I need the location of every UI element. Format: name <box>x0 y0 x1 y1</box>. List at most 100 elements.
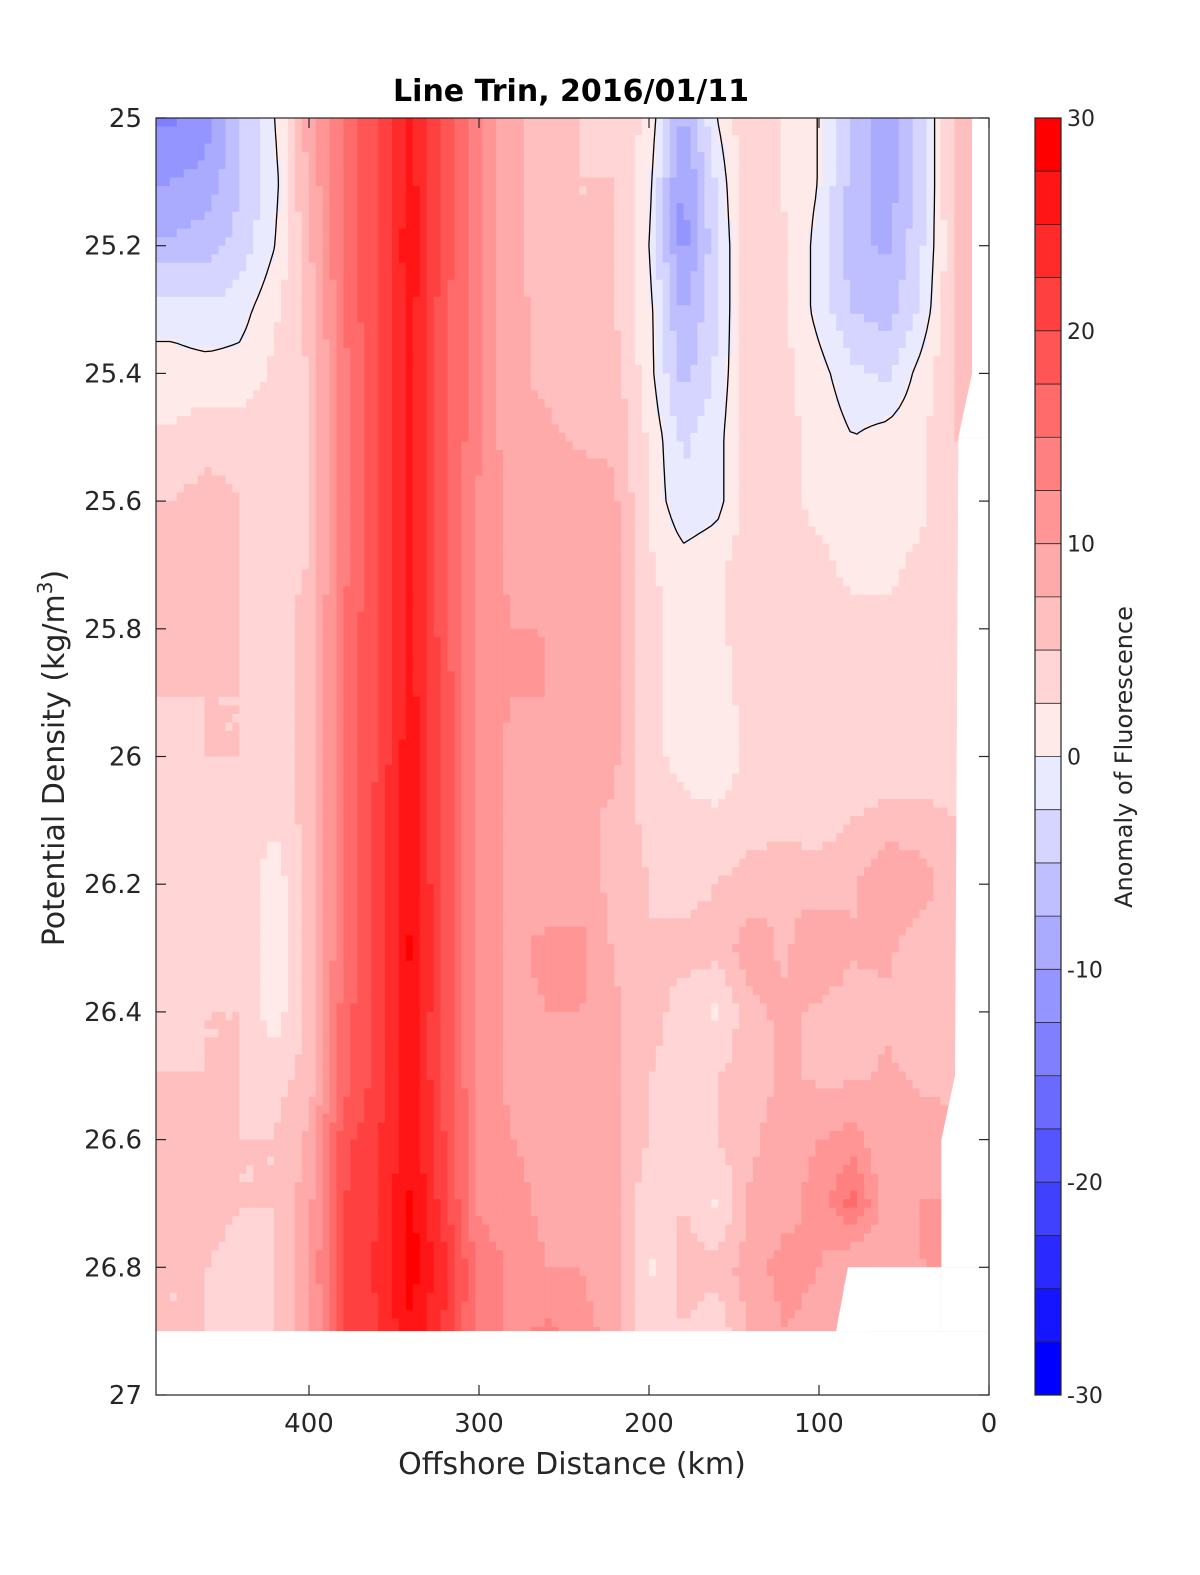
heat-cell <box>218 305 227 315</box>
heat-cell <box>392 220 400 230</box>
heat-cell <box>398 254 407 264</box>
heat-cell <box>669 135 678 145</box>
heat-cell <box>516 450 525 460</box>
heat-cell <box>440 364 449 374</box>
heat-cell <box>697 339 705 349</box>
heat-cell <box>364 296 372 306</box>
heat-cell <box>447 194 456 204</box>
heat-cell <box>176 160 185 170</box>
heat-cell <box>218 160 227 170</box>
heat-cell <box>676 262 685 272</box>
heat-cell <box>641 160 650 170</box>
heat-cell <box>752 143 761 153</box>
heat-cell <box>308 424 317 434</box>
heat-cell <box>905 262 914 272</box>
heat-cell <box>294 279 303 289</box>
heat-cell <box>516 262 525 272</box>
heat-cell <box>926 254 935 264</box>
heat-cell <box>614 364 622 374</box>
heat-cell <box>870 441 879 451</box>
heat-cell <box>315 330 324 340</box>
heat-cell <box>398 177 407 187</box>
heat-cell <box>371 441 379 451</box>
heat-cell <box>343 322 351 332</box>
heat-cell <box>822 186 830 196</box>
heat-cell <box>579 424 587 434</box>
heat-cell <box>482 220 490 230</box>
heat-cell <box>475 135 483 145</box>
heat-cell <box>607 203 615 213</box>
heat-cell <box>961 177 969 187</box>
heat-cell <box>593 143 601 153</box>
heat-cell <box>752 330 761 340</box>
heat-cell <box>350 135 358 145</box>
heat-cell <box>516 254 525 264</box>
heat-cell <box>718 441 726 451</box>
heat-cell <box>398 373 407 383</box>
heat-cell <box>732 262 740 272</box>
heat-cell <box>864 135 872 145</box>
heat-cell <box>496 245 504 255</box>
heat-cell <box>607 450 615 460</box>
heat-cell <box>426 135 435 145</box>
heat-cell <box>565 356 574 366</box>
heat-cell <box>641 424 650 434</box>
heat-cell <box>815 211 823 221</box>
heat-cell <box>877 390 886 400</box>
heat-cell <box>947 373 955 383</box>
heat-cell <box>898 126 907 136</box>
heat-cell <box>232 407 240 417</box>
heat-cell <box>280 424 289 434</box>
heat-cell <box>385 441 393 451</box>
heat-cell <box>614 458 622 468</box>
heat-cell <box>336 245 345 255</box>
heat-cell <box>204 407 213 417</box>
heat-cell <box>579 347 587 357</box>
heat-cell <box>829 135 837 145</box>
heat-cell <box>551 305 560 315</box>
heat-cell <box>274 373 282 383</box>
heat-cell <box>801 407 810 417</box>
heat-cell <box>704 356 712 366</box>
heat-cell <box>676 296 685 306</box>
heat-cell <box>364 330 372 340</box>
heat-cell <box>516 356 525 366</box>
heat-cell <box>787 228 796 238</box>
heat-cell <box>204 296 213 306</box>
heat-cell <box>857 398 865 409</box>
heat-cell <box>530 169 539 179</box>
heat-cell <box>204 467 213 477</box>
heat-cell <box>433 194 442 204</box>
heat-cell <box>634 390 643 400</box>
heat-cell <box>516 347 525 357</box>
heat-cell <box>544 186 553 196</box>
heat-cell <box>773 330 782 340</box>
heat-cell <box>232 271 240 281</box>
heat-cell <box>246 296 254 306</box>
heat-cell <box>759 296 768 306</box>
heat-cell <box>225 169 233 179</box>
heat-cell <box>405 330 414 340</box>
heat-cell <box>634 279 643 289</box>
heat-cell <box>176 322 185 332</box>
heat-cell <box>447 398 456 409</box>
heat-cell <box>579 364 587 374</box>
heat-cell <box>794 441 803 451</box>
heat-cell <box>746 322 754 332</box>
heat-cell <box>322 313 331 323</box>
heat-cell <box>676 194 685 204</box>
heat-cell <box>586 305 594 315</box>
heat-cell <box>565 407 574 417</box>
heat-cell <box>808 152 817 162</box>
heat-cell <box>510 169 518 179</box>
heat-cell <box>940 203 948 213</box>
heat-cell <box>954 177 962 187</box>
heat-cell <box>600 220 608 230</box>
heat-cell <box>218 407 227 417</box>
heat-cell <box>516 228 525 238</box>
heat-cell <box>968 135 976 145</box>
heat-cell <box>523 279 532 289</box>
heat-cell <box>454 177 463 187</box>
heat-cell <box>489 177 497 187</box>
heat-cell <box>912 322 921 332</box>
